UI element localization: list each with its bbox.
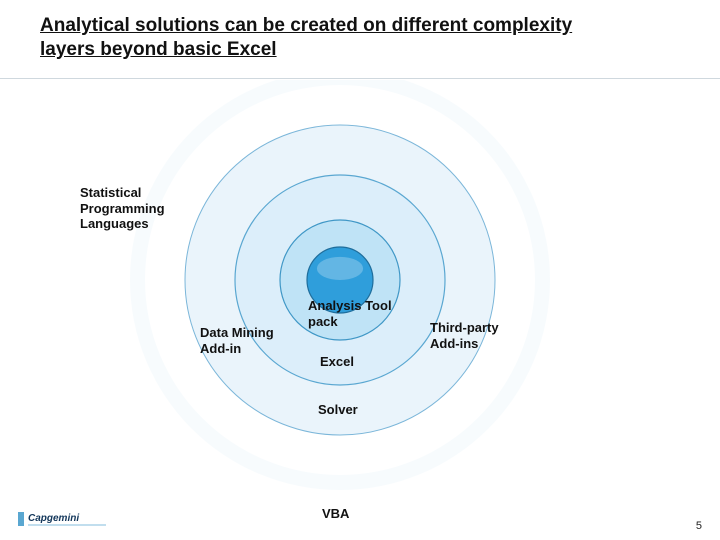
label-analysis-toolpack: Analysis Tool pack [308, 298, 408, 329]
diagram-area: Statistical Programming Languages VBA Da… [0, 80, 720, 500]
slide-root: Analytical solutions can be created on d… [0, 0, 720, 540]
brand-logo: Capgemini [18, 508, 108, 530]
title-divider [0, 78, 720, 79]
brand-logo-text: Capgemini [28, 513, 79, 524]
label-third-party: Third-party Add-ins [430, 320, 500, 351]
concentric-diagram [0, 80, 720, 500]
label-vba: VBA [322, 506, 349, 522]
label-solver: Solver [318, 402, 358, 418]
label-data-mining: Data Mining Add-in [200, 325, 280, 356]
slide-title: Analytical solutions can be created on d… [40, 14, 600, 62]
label-outer: Statistical Programming Languages [80, 185, 200, 232]
label-core-excel: Excel [320, 354, 354, 370]
page-number: 5 [696, 520, 702, 532]
